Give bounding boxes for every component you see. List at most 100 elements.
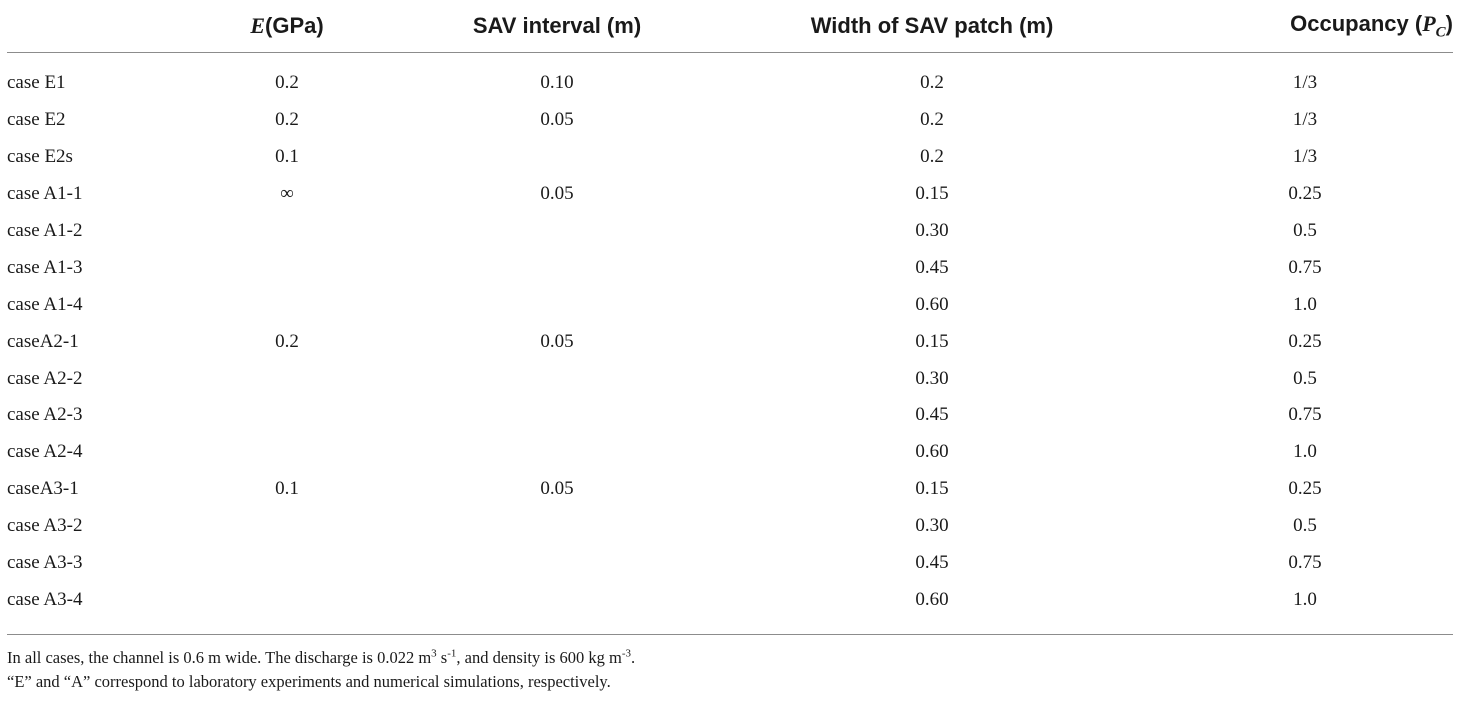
cell-case: case A2-4 xyxy=(7,441,83,463)
cell-patch-width: 0.30 xyxy=(915,367,949,389)
cell-sav-interval xyxy=(407,581,707,618)
cell-sav-interval: 0.05 xyxy=(540,183,574,205)
cell-patch-width: 0.30 xyxy=(915,515,949,537)
cell-case: caseA3-1 xyxy=(7,478,79,500)
cell-patch-width: 0.15 xyxy=(915,183,949,205)
header-occupancy-variable: P xyxy=(1422,10,1436,36)
table-body: case E1 0.2 0.10 0.2 1/3 case E2 0.2 0.05 0.2 1/3… xyxy=(7,53,1453,619)
cell-elastic-modulus xyxy=(167,508,407,545)
cell-case: case A2-3 xyxy=(7,404,83,426)
cell-sav-interval xyxy=(407,434,707,471)
table-row: case E2s 0.1 0.2 1/3 xyxy=(7,139,1453,176)
cell-elastic-modulus: ∞ xyxy=(280,183,294,205)
cell-elastic-modulus xyxy=(167,434,407,471)
table-row: case A1-2 0.30 0.5 xyxy=(7,213,1453,250)
cell-sav-interval xyxy=(407,249,707,286)
header-elastic-modulus: E(GPa) xyxy=(167,0,407,53)
cell-case: case A1-2 xyxy=(7,220,83,241)
table-row: case A2-3 0.45 0.75 xyxy=(7,397,1453,434)
header-occupancy: Occupancy (PC) xyxy=(1157,0,1453,53)
cell-sav-interval xyxy=(407,213,707,250)
cell-patch-width: 0.2 xyxy=(920,109,944,131)
cell-elastic-modulus xyxy=(167,581,407,618)
header-patch-width: Width of SAV patch (m) xyxy=(707,0,1157,53)
cell-case: case A3-2 xyxy=(7,515,83,537)
table-row: case A3-2 0.30 0.5 xyxy=(7,508,1453,545)
cell-patch-width: 0.30 xyxy=(915,220,949,241)
cell-patch-width: 0.60 xyxy=(915,293,949,315)
header-e-variable: E xyxy=(250,13,265,38)
cell-patch-width: 0.60 xyxy=(915,441,949,463)
cell-occupancy: 1.0 xyxy=(1293,441,1317,463)
cell-elastic-modulus: 0.1 xyxy=(275,146,299,168)
cell-patch-width: 0.2 xyxy=(920,72,944,94)
footnote-line-1: In all cases, the channel is 0.6 m wide.… xyxy=(7,646,635,670)
cell-occupancy: 0.25 xyxy=(1288,330,1322,352)
cell-case: case E2s xyxy=(7,146,73,168)
cell-occupancy: 1/3 xyxy=(1292,109,1318,131)
cell-case: case A3-4 xyxy=(7,588,83,610)
cell-patch-width: 0.15 xyxy=(915,478,949,500)
cell-sav-interval: 0.10 xyxy=(540,72,574,94)
cell-patch-width: 0.45 xyxy=(915,256,949,278)
cell-sav-interval: 0.05 xyxy=(540,330,574,352)
cell-case: case A3-3 xyxy=(7,552,83,574)
footnote-1-sup-2: -1 xyxy=(447,647,457,660)
footnote-1-part-4: . xyxy=(631,648,636,667)
header-sav-interval: SAV interval (m) xyxy=(407,0,707,53)
parameters-table: E(GPa) SAV interval (m) Width of SAV pat… xyxy=(7,0,1453,618)
cell-sav-interval xyxy=(407,286,707,323)
table-row: case A1-4 0.60 1.0 xyxy=(7,286,1453,323)
footnote-line-2: “E” and “A” correspond to laboratory exp… xyxy=(7,672,611,691)
cell-case: case E2 xyxy=(7,109,66,131)
cell-elastic-modulus xyxy=(167,249,407,286)
cell-elastic-modulus xyxy=(167,286,407,323)
cell-case: case A1-4 xyxy=(7,293,83,315)
cell-elastic-modulus: 0.2 xyxy=(275,330,299,352)
table-row: case E1 0.2 0.10 0.2 1/3 xyxy=(7,53,1453,102)
header-case xyxy=(7,0,167,53)
cell-sav-interval xyxy=(407,360,707,397)
cell-occupancy: 1.0 xyxy=(1293,293,1317,315)
footnote-1-part-3: , and density is 600 kg m xyxy=(456,648,622,667)
cell-sav-interval xyxy=(407,139,707,176)
cell-case: case A1-3 xyxy=(7,256,83,278)
footnote-1-part-2: s xyxy=(436,648,448,667)
cell-occupancy: 0.5 xyxy=(1293,515,1317,537)
data-table-container: E(GPa) SAV interval (m) Width of SAV pat… xyxy=(7,0,1453,618)
cell-occupancy: 0.5 xyxy=(1293,367,1317,389)
cell-elastic-modulus: 0.2 xyxy=(275,109,299,131)
footnote-1-part-1: In all cases, the channel is 0.6 m wide.… xyxy=(7,648,432,667)
cell-elastic-modulus xyxy=(167,397,407,434)
cell-patch-width: 0.2 xyxy=(920,146,944,168)
cell-patch-width: 0.60 xyxy=(915,588,949,610)
cell-case: caseA2-1 xyxy=(7,330,79,352)
cell-elastic-modulus xyxy=(167,360,407,397)
footnote-1-sup-3: -3 xyxy=(621,647,632,660)
cell-sav-interval: 0.05 xyxy=(540,109,574,131)
table-row: case A2-2 0.30 0.5 xyxy=(7,360,1453,397)
cell-patch-width: 0.15 xyxy=(915,330,949,352)
header-e-unit: (GPa) xyxy=(265,13,324,38)
table-row: case A3-4 0.60 1.0 xyxy=(7,581,1453,618)
cell-sav-interval: 0.05 xyxy=(540,478,574,500)
table-row: caseA3-1 0.1 0.05 0.15 0.25 xyxy=(7,471,1453,508)
table-row: case A2-4 0.60 1.0 xyxy=(7,434,1453,471)
cell-occupancy: 0.75 xyxy=(1288,256,1322,278)
table-row: case A1-3 0.45 0.75 xyxy=(7,249,1453,286)
cell-patch-width: 0.45 xyxy=(915,404,949,426)
cell-case: case E1 xyxy=(7,72,66,94)
table-row: case A3-3 0.45 0.75 xyxy=(7,545,1453,582)
table-row: case A1-1 ∞ 0.05 0.15 0.25 xyxy=(7,176,1453,213)
table-row: case E2 0.2 0.05 0.2 1/3 xyxy=(7,102,1453,139)
cell-elastic-modulus: 0.1 xyxy=(275,478,299,500)
cell-sav-interval xyxy=(407,508,707,545)
header-occupancy-subscript: C xyxy=(1435,24,1446,41)
cell-occupancy: 1.0 xyxy=(1293,588,1317,610)
cell-occupancy: 0.5 xyxy=(1293,220,1317,241)
cell-occupancy: 0.75 xyxy=(1288,404,1322,426)
cell-occupancy: 0.25 xyxy=(1288,478,1322,500)
cell-occupancy: 1/3 xyxy=(1292,72,1318,94)
cell-sav-interval xyxy=(407,397,707,434)
footnote-1-sup-1: 3 xyxy=(431,647,437,660)
